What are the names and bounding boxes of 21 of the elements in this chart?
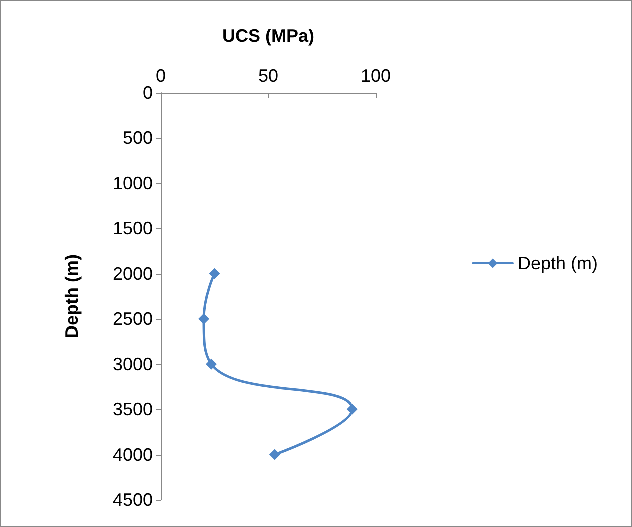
- x-tick-label: 0: [156, 66, 166, 86]
- y-axis-title: Depth (m): [62, 254, 82, 338]
- point: [269, 449, 280, 460]
- point: [206, 358, 218, 370]
- point: [346, 404, 358, 416]
- y-tick-label: 500: [122, 128, 153, 148]
- point: [198, 314, 210, 325]
- y-tick-label: 0: [142, 83, 153, 103]
- legend-label: Depth (m): [518, 254, 598, 274]
- y-tick-label: 4500: [112, 490, 153, 510]
- point: [209, 268, 220, 280]
- y-tick-label: 3000: [112, 354, 153, 374]
- y-tick-label: 3500: [112, 400, 153, 420]
- y-tick-label: 2500: [112, 309, 153, 330]
- x-tick-label: 100: [360, 66, 392, 86]
- y-tick-label: 1000: [112, 173, 153, 194]
- y-tick-label: 4000: [112, 444, 153, 465]
- x-axis-title: UCS (MPa): [222, 26, 315, 46]
- y-tick-label: 2000: [112, 264, 153, 284]
- y-tick-label: 1500: [112, 218, 153, 239]
- x-tick-label: 50: [258, 66, 279, 86]
